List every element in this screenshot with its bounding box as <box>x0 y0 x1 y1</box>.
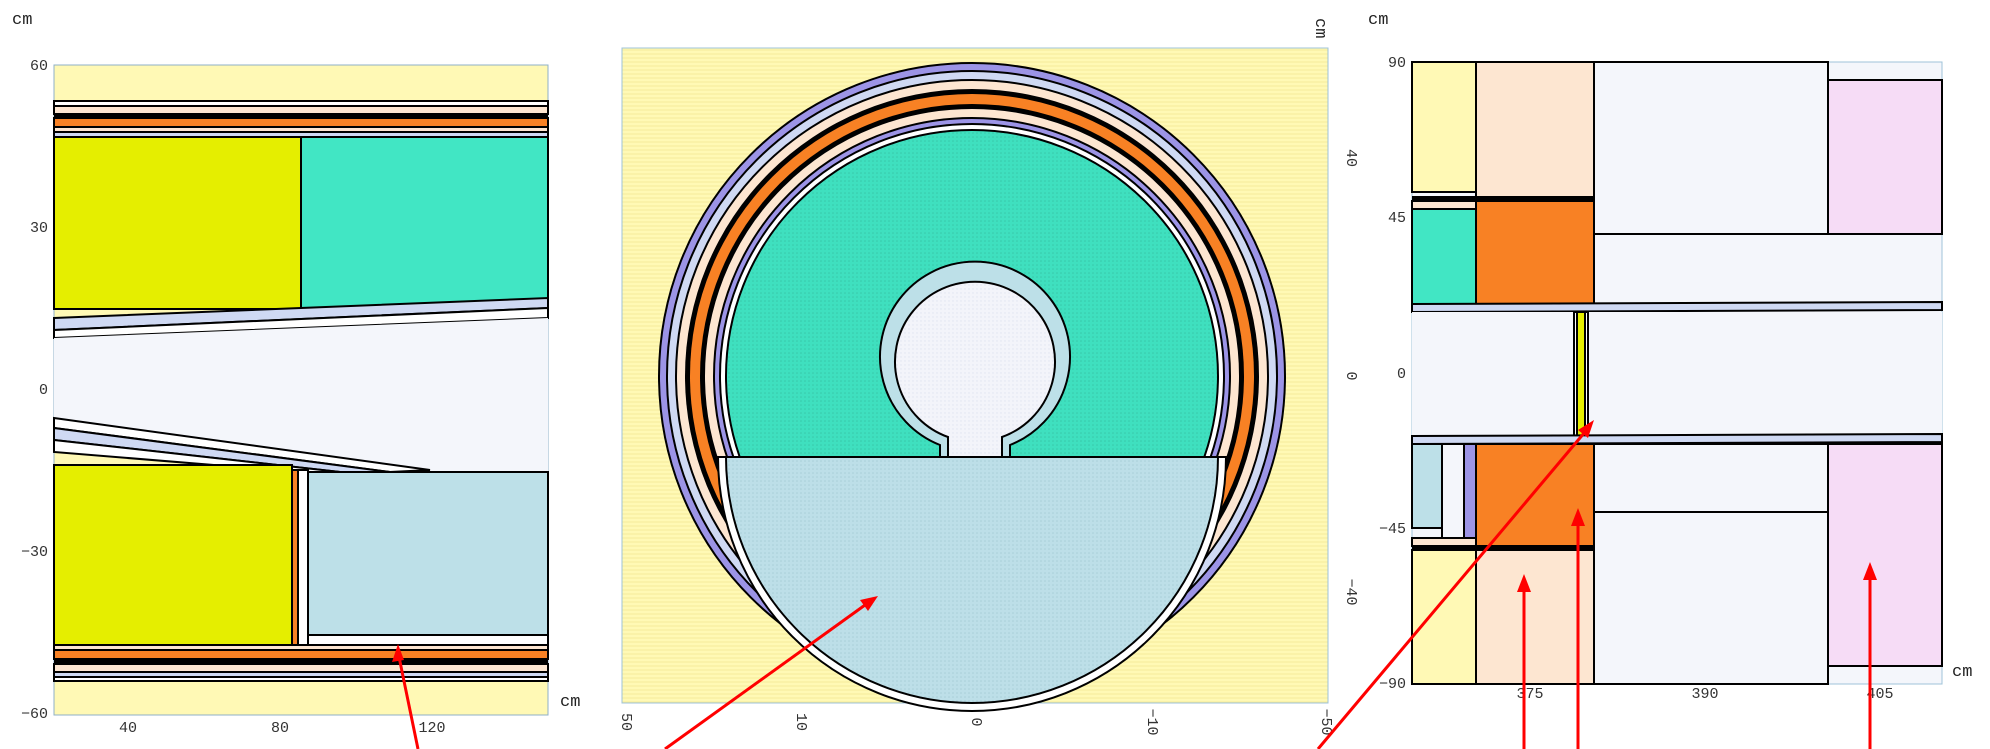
right-lower-white-small <box>1441 443 1465 539</box>
left-y-tick: 60 <box>30 58 48 75</box>
right-y-tick: 45 <box>1388 210 1406 227</box>
arrow-left-panel <box>396 651 420 749</box>
right-upper-black-band <box>1412 196 1594 201</box>
right-lower-pink-block <box>1827 443 1943 667</box>
middle-y-tick: −40 <box>1342 578 1359 605</box>
right-channel <box>1412 312 1942 436</box>
middle-x-tick: 10 <box>792 713 809 731</box>
middle-y-tick: 40 <box>1342 149 1359 167</box>
left-upper-teal-block <box>300 136 549 310</box>
right-unit-top: cm <box>1368 11 1388 30</box>
arrow-right-orange-head <box>1571 508 1585 526</box>
middle-x-tick: −10 <box>1143 708 1160 735</box>
left-x-tick: 80 <box>271 720 289 737</box>
middle-x-tick: 0 <box>967 717 984 726</box>
right-lower-blue-small <box>1411 443 1443 529</box>
right-lower-white-box <box>1593 511 1829 685</box>
arrow-insert <box>1316 425 1592 749</box>
right-y-tick: 90 <box>1388 55 1406 72</box>
right-lower-liner <box>1411 432 1943 446</box>
right-lower-peach-strip <box>1411 537 1477 547</box>
right-upper-orange-block <box>1475 200 1595 305</box>
left-unit-top: cm <box>12 11 32 30</box>
right-y-tick: −45 <box>1379 521 1406 538</box>
right-x-tick: 405 <box>1866 686 1893 703</box>
right-upper-peach-strip <box>1411 200 1477 210</box>
middle-keyhole-inner <box>894 280 1056 458</box>
left-upper-shell-2 <box>53 105 549 115</box>
left-unit-right: cm <box>560 693 580 712</box>
arrow-right-peach-head <box>1517 574 1531 592</box>
arrow-insert-head <box>1578 420 1594 438</box>
left-lower-shell-6 <box>53 676 549 682</box>
left-y-tick: 0 <box>39 382 48 399</box>
right-y-tick: −90 <box>1379 676 1406 693</box>
right-lower-lavender-small <box>1463 443 1477 539</box>
right-upper-peach <box>1475 61 1595 199</box>
left-x-tick: 120 <box>418 720 445 737</box>
middle-unit-top: cm <box>1310 18 1329 38</box>
right-x-tick: 375 <box>1516 686 1543 703</box>
right-upper-teal-block <box>1411 208 1477 305</box>
left-lower-shell-2 <box>53 649 549 660</box>
left-lower-white-strip <box>307 634 549 646</box>
right-panel: cm 90 4 <box>1368 11 1972 703</box>
left-upper-shell-4 <box>53 117 549 128</box>
right-upper-liner <box>1411 300 1943 314</box>
right-lower-white-gap <box>1593 443 1829 513</box>
right-lower-black-band <box>1412 546 1594 551</box>
arrow-left-panel-head <box>392 644 404 662</box>
arrow-middle-panel-head <box>860 596 878 611</box>
right-upper-white-box <box>1593 61 1829 235</box>
middle-x-tick: 50 <box>617 713 634 731</box>
left-lower-blue-block <box>307 471 549 636</box>
left-lower-yellow-block <box>53 464 293 646</box>
left-lower-white-wall <box>297 469 309 656</box>
right-unit-right: cm <box>1952 663 1972 682</box>
right-upper-yellow <box>1411 61 1477 193</box>
right-y-tick: 0 <box>1397 366 1406 383</box>
arrow-middle-panel <box>664 598 873 749</box>
left-upper-yellow-block <box>53 136 302 310</box>
left-panel: cm 60 30 <box>12 11 580 737</box>
middle-panel: cm 40 0 −40 50 10 0 −10 −50 <box>617 18 1359 736</box>
right-insert-yellow <box>1576 311 1586 437</box>
arrow-right-pink-head <box>1863 562 1877 580</box>
middle-x-tick: −50 <box>1317 708 1334 735</box>
right-lower-peach <box>1475 549 1595 685</box>
left-y-tick: 30 <box>30 220 48 237</box>
left-channel <box>54 318 548 472</box>
left-lower-shell-4 <box>53 663 549 673</box>
middle-y-tick: 0 <box>1342 371 1359 380</box>
right-lower-yellow <box>1411 549 1477 685</box>
right-lower-orange-block <box>1475 443 1595 547</box>
right-x-tick: 390 <box>1691 686 1718 703</box>
left-upper-shell-3 <box>54 114 548 118</box>
middle-blue-region <box>724 456 1220 704</box>
left-y-tick: −60 <box>21 706 48 723</box>
pointer-arrows <box>392 420 1877 749</box>
left-y-tick: −30 <box>21 544 48 561</box>
left-lower-shell-3 <box>54 659 548 664</box>
right-upper-pink-block <box>1827 79 1943 235</box>
left-x-tick: 40 <box>119 720 137 737</box>
